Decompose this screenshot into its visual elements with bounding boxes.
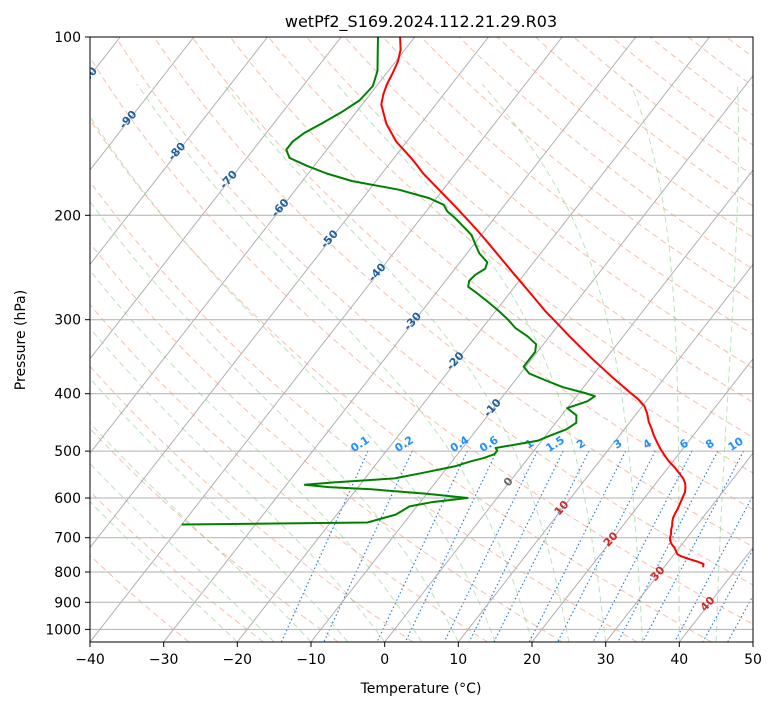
x-tick-label: 40 bbox=[670, 652, 688, 668]
isotherm-line bbox=[163, 37, 637, 642]
x-tick-label: −30 bbox=[149, 652, 179, 668]
dewpoint-profile-line bbox=[181, 37, 596, 526]
mixing-ratio-line bbox=[280, 450, 369, 642]
mixing-ratio-line bbox=[468, 450, 564, 642]
moist-adiabat-line bbox=[630, 83, 680, 642]
isotherm-line bbox=[384, 169, 753, 642]
moist-adiabat-line bbox=[90, 115, 496, 642]
mixing-ratio-line bbox=[404, 450, 498, 642]
moist-adiabat-line bbox=[90, 377, 349, 642]
moist-adiabat-line bbox=[715, 83, 739, 642]
y-tick-label: 600 bbox=[54, 491, 81, 507]
moist-adiabats bbox=[90, 83, 739, 642]
y-tick-label: 300 bbox=[54, 313, 81, 329]
isotherm-line bbox=[90, 37, 416, 455]
x-axis-label: Temperature (°C) bbox=[360, 681, 482, 697]
pressure-gridlines bbox=[90, 37, 753, 630]
moist-adiabat-line bbox=[481, 83, 643, 642]
moist-adiabat-line bbox=[136, 83, 533, 642]
y-tick-label: 700 bbox=[54, 531, 81, 547]
y-tick-label: 1000 bbox=[45, 622, 81, 638]
isotherm-line bbox=[531, 358, 753, 642]
isotherm-line bbox=[90, 37, 195, 171]
isotherm-grid bbox=[90, 37, 753, 642]
x-tick-label: −20 bbox=[223, 652, 253, 668]
dry-adiabat-line bbox=[382, 37, 753, 336]
isotherm-line bbox=[90, 37, 563, 642]
dry-adiabat-line bbox=[115, 37, 753, 586]
moist-adiabat-line bbox=[90, 200, 459, 642]
dry-adiabat-line bbox=[90, 180, 638, 642]
dry-adiabat-line bbox=[458, 37, 753, 270]
mixing-ratio-line bbox=[376, 450, 468, 642]
dry-adiabat-line bbox=[153, 37, 753, 548]
dry-adiabat-line bbox=[420, 37, 753, 303]
isotherm-line bbox=[310, 74, 753, 642]
mixing-ratio-line bbox=[727, 594, 753, 642]
moist-adiabat-line bbox=[90, 327, 386, 642]
isotherm-line bbox=[90, 37, 268, 266]
dry-adiabat-line bbox=[90, 242, 563, 642]
mixing-ratio-line bbox=[443, 450, 538, 642]
plot-frame bbox=[89, 36, 754, 643]
dry-adiabat-line bbox=[611, 37, 753, 146]
chart-title: wetPf2_S169.2024.112.21.29.R03 bbox=[285, 12, 557, 32]
profile-series bbox=[181, 37, 705, 568]
y-tick-label: 900 bbox=[54, 595, 81, 611]
isotherm-line bbox=[457, 263, 753, 642]
moist-adiabat-line bbox=[336, 83, 607, 642]
mixing-ratio-line bbox=[702, 548, 753, 642]
y-tick-label: 100 bbox=[54, 30, 81, 46]
moist-adiabat-line bbox=[90, 501, 238, 642]
moist-adiabat-line bbox=[90, 422, 312, 642]
x-axis-ticks: −40 −30 −20 −10 0 10 20 30 40 50 bbox=[75, 642, 762, 668]
x-tick-label: 50 bbox=[744, 652, 762, 668]
y-tick-label: 500 bbox=[54, 444, 81, 460]
x-tick-label: 10 bbox=[449, 652, 467, 668]
moist-adiabat-line bbox=[90, 269, 422, 642]
x-tick-label: 30 bbox=[597, 652, 615, 668]
x-tick-label: 0 bbox=[380, 652, 389, 668]
isotherm-line bbox=[90, 37, 489, 549]
y-tick-label: 400 bbox=[54, 387, 81, 403]
mixing-ratio-line bbox=[674, 494, 753, 642]
plot-background bbox=[90, 37, 753, 642]
mixing-ratio-lines bbox=[280, 450, 753, 642]
mixing-ratio-line bbox=[323, 450, 413, 642]
dry-adiabat-line bbox=[90, 365, 414, 642]
isotherm-line bbox=[90, 37, 342, 360]
x-tick-label: −40 bbox=[75, 652, 105, 668]
y-tick-label: 200 bbox=[54, 208, 81, 224]
y-axis-label: Pressure (hPa) bbox=[13, 290, 29, 390]
dry-adiabat-line bbox=[306, 37, 753, 403]
x-tick-label: 20 bbox=[523, 652, 541, 668]
dry-adiabat-line bbox=[344, 37, 753, 369]
dry-adiabat-line bbox=[229, 37, 753, 474]
moist-adiabat-line bbox=[223, 83, 570, 642]
x-tick-label: −10 bbox=[296, 652, 326, 668]
isotherm-line bbox=[236, 37, 710, 642]
isotherm-line bbox=[605, 452, 753, 642]
y-axis-ticks: 100 200 300 400 500 600 700 800 900 1000 bbox=[45, 30, 90, 638]
temperature-profile-line bbox=[380, 37, 705, 568]
y-tick-label: 800 bbox=[54, 565, 81, 581]
dry-adiabat-line bbox=[268, 37, 753, 438]
